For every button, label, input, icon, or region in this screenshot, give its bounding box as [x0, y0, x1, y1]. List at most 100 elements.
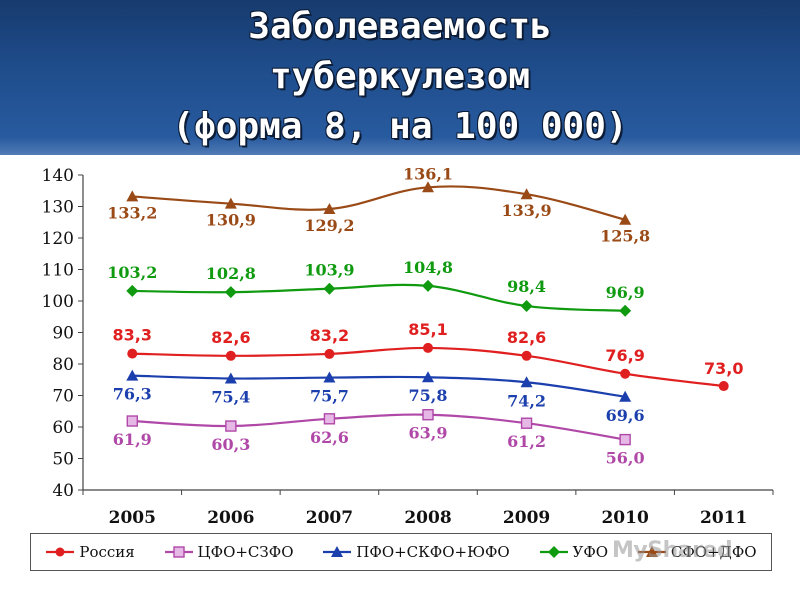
- chart-title-line-1: Заболеваемость: [248, 6, 552, 47]
- y-tick-label-60: 60: [52, 418, 74, 438]
- data-label-1-3: 63,9: [409, 424, 448, 443]
- data-label-4-0: 133,2: [107, 203, 157, 222]
- data-label-3-3: 104,8: [403, 258, 453, 277]
- legend-label-3: УФО: [572, 543, 609, 561]
- data-point-1-1: [225, 420, 237, 432]
- data-point-0-4: [521, 350, 532, 361]
- legend-swatch-0: [46, 547, 75, 557]
- data-point-4-4: [520, 188, 533, 200]
- data-point-4-2: [323, 203, 336, 215]
- legend-item-0: Россия: [45, 543, 135, 561]
- data-label-4-5: 125,8: [600, 227, 650, 246]
- data-label-4-2: 129,2: [304, 216, 354, 235]
- chart-title-line-2: туберкулезом: [269, 56, 531, 97]
- x-tick-label-2005: 2005: [109, 508, 156, 528]
- series-line-3: [132, 283, 626, 312]
- data-point-2-3: [422, 371, 434, 383]
- x-tick-label-2008: 2008: [404, 508, 451, 528]
- data-point-4-5: [619, 213, 632, 225]
- data-point-3-1: [224, 286, 237, 299]
- legend-item-1: ЦФО+СЗФО: [164, 543, 294, 561]
- data-label-0-4: 82,6: [507, 328, 546, 347]
- data-point-3-0: [126, 284, 139, 297]
- legend-item-3: УФО: [539, 543, 609, 561]
- y-tick-label-70: 70: [52, 387, 74, 407]
- data-label-3-1: 102,8: [206, 264, 256, 283]
- data-label-1-1: 60,3: [211, 435, 250, 454]
- legend-label-4: СФО+ДФО: [670, 543, 757, 561]
- x-tick-label-2009: 2009: [503, 508, 550, 528]
- legend-swatch-1: [164, 546, 193, 558]
- data-point-2-2: [323, 371, 336, 383]
- data-point-1-4: [520, 417, 533, 429]
- series-line-1: [132, 413, 626, 441]
- data-point-3-4: [520, 300, 533, 313]
- data-label-4-1: 130,9: [206, 211, 256, 230]
- title-banner: [0, 0, 800, 155]
- data-label-1-0: 61,9: [113, 430, 152, 449]
- data-point-0-5: [620, 368, 631, 379]
- y-tick-label-80: 80: [52, 355, 74, 375]
- y-tick-label-130: 130: [42, 198, 74, 218]
- data-label-2-0: 76,3: [113, 385, 152, 404]
- legend-item-2: ПФО+СКФО+ЮФО: [322, 543, 510, 561]
- data-label-3-5: 96,9: [606, 283, 645, 302]
- x-tick-label-2011: 2011: [700, 508, 747, 528]
- data-point-3-5: [619, 304, 632, 317]
- legend-label-1: ЦФО+СЗФО: [197, 543, 294, 561]
- data-label-3-0: 103,2: [107, 263, 157, 282]
- series-line-4: [132, 185, 626, 221]
- legend-label-0: Россия: [79, 543, 135, 561]
- x-tick-label-2010: 2010: [601, 508, 648, 528]
- y-tick-label-120: 120: [42, 229, 74, 249]
- data-point-0-3: [423, 342, 433, 353]
- data-point-4-1: [224, 197, 237, 209]
- y-tick-label-140: 140: [42, 166, 74, 186]
- data-label-4-4: 133,9: [502, 201, 552, 220]
- data-label-0-6: 73,0: [704, 359, 743, 378]
- data-label-2-4: 74,2: [507, 391, 546, 410]
- data-label-1-5: 56,0: [606, 449, 645, 468]
- data-label-2-2: 75,7: [310, 387, 349, 406]
- data-label-2-3: 75,8: [409, 386, 448, 405]
- data-point-0-0: [127, 348, 138, 359]
- data-label-2-5: 69,6: [606, 406, 645, 425]
- data-label-4-3: 136,1: [403, 164, 453, 183]
- data-point-4-0: [126, 190, 139, 202]
- legend-item-4: СФО+ДФО: [637, 543, 757, 561]
- data-point-3-3: [422, 279, 434, 292]
- data-label-0-5: 76,9: [605, 346, 644, 365]
- data-point-3-2: [323, 282, 336, 295]
- y-tick-label-40: 40: [52, 481, 74, 501]
- data-point-2-0: [126, 369, 139, 381]
- data-label-0-3: 85,1: [408, 320, 447, 339]
- y-tick-label-50: 50: [52, 450, 74, 470]
- y-tick-label-100: 100: [42, 292, 74, 312]
- data-label-2-1: 75,4: [211, 387, 250, 406]
- data-point-1-0: [126, 415, 138, 427]
- data-point-2-1: [224, 372, 237, 384]
- legend-swatch-3: [539, 546, 568, 558]
- data-point-0-1: [225, 350, 236, 361]
- y-tick-label-90: 90: [52, 324, 74, 344]
- x-tick-label-2007: 2007: [306, 508, 353, 528]
- legend-swatch-4: [637, 546, 666, 557]
- banner-glow: [0, 137, 800, 155]
- watermark: MyShared: [612, 538, 733, 563]
- legend-label-2: ПФО+СКФО+ЮФО: [356, 543, 510, 561]
- legend-swatch-2: [323, 546, 352, 557]
- chart-title-line-3: (форма 8, на 100 000): [172, 106, 628, 147]
- data-point-0-6: [718, 381, 729, 392]
- x-tick-label-2006: 2006: [207, 508, 254, 528]
- data-point-0-2: [324, 348, 335, 359]
- data-point-2-5: [619, 390, 632, 402]
- data-label-1-4: 61,2: [507, 432, 546, 451]
- data-label-3-4: 98,4: [507, 277, 546, 296]
- data-label-3-2: 103,9: [304, 261, 354, 280]
- data-label-1-2: 62,6: [310, 428, 349, 447]
- data-point-2-4: [520, 376, 533, 388]
- chart-legend: Россия ЦФО+СЗФО ПФО+СКФО+ЮФО УФО СФО+ДФО: [30, 533, 772, 571]
- data-point-4-3: [422, 181, 434, 193]
- data-point-1-5: [619, 433, 631, 446]
